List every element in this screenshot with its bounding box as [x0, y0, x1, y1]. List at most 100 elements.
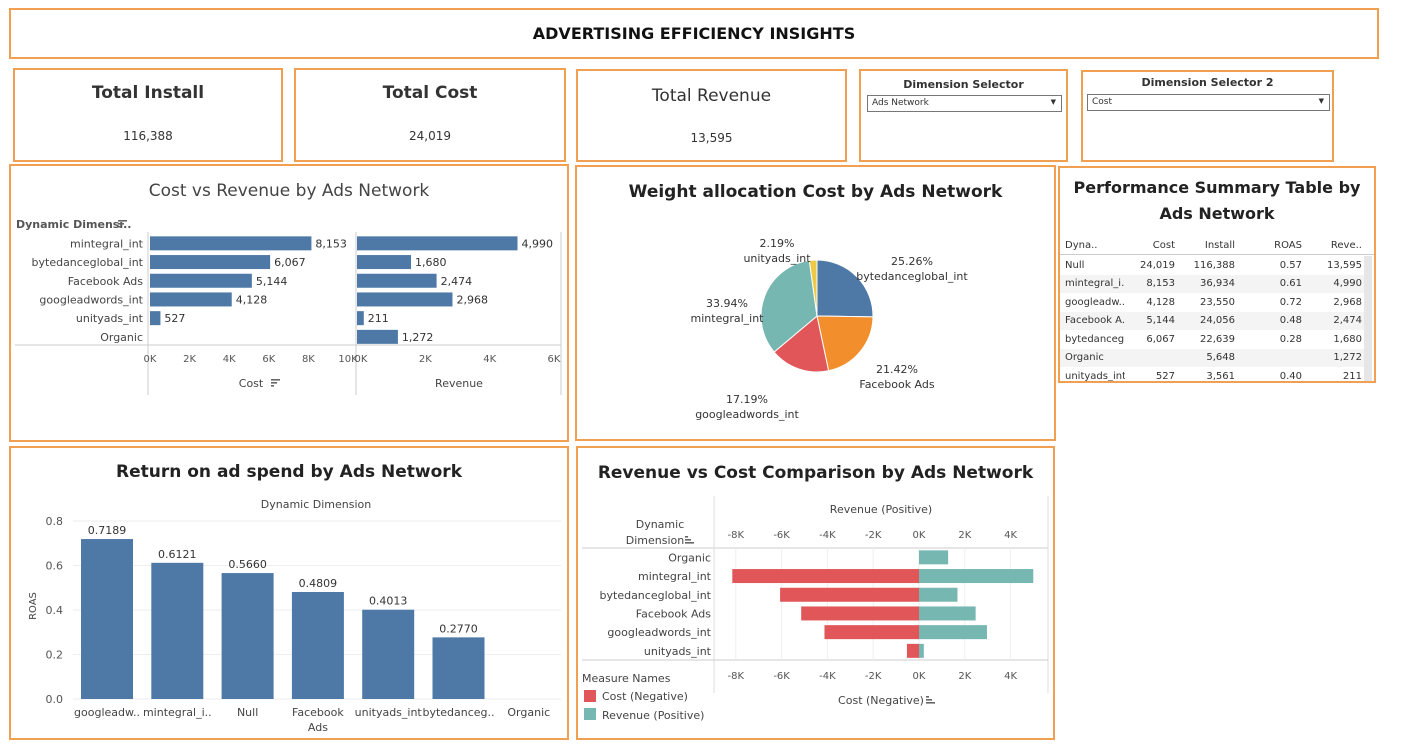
pie-slice[interactable]: [773, 315, 830, 373]
roas-chart: Dynamic Dimension ROAS 0.0 0.2 0.4 0.6 0.8 0…: [28, 498, 561, 734]
roas-value-label: 0.5660: [228, 558, 267, 571]
revenue-bar[interactable]: [357, 236, 518, 251]
roas-value-label: 0.6121: [158, 548, 197, 561]
cost-bar[interactable]: [150, 255, 271, 270]
y-tick-label: 0.2: [46, 649, 64, 662]
pie-slice[interactable]: [816, 315, 874, 372]
revenue-positive-bar[interactable]: [919, 569, 1034, 584]
roas-subtitle: Dynamic Dimension: [261, 498, 372, 511]
bottom-tick-label: -6K: [773, 671, 790, 682]
category-label: bytedanceglobal_int: [600, 589, 712, 602]
column-header[interactable]: Install: [1204, 239, 1235, 251]
table-cell: 0.57: [1279, 259, 1302, 271]
chevron-down-icon: ▼: [1318, 97, 1324, 105]
summary-table-title-2: Ads Network: [1159, 204, 1275, 223]
revenue-positive-bar[interactable]: [919, 550, 949, 565]
table-row[interactable]: mintegral_i.. 8,153 36,934 0.61 4,990: [1060, 274, 1364, 293]
table-cell: 0.28: [1279, 333, 1302, 345]
roas-bar[interactable]: [151, 562, 204, 699]
y-tick-label: 0.6: [46, 560, 64, 573]
column-header[interactable]: Reve..: [1330, 239, 1362, 251]
revenue-positive-bar[interactable]: [919, 587, 958, 602]
pie-slice[interactable]: [808, 259, 818, 317]
revenue-tick-label: 2K: [419, 354, 432, 365]
y-tick-label: 0.8: [46, 515, 64, 528]
revenue-bar[interactable]: [357, 273, 437, 288]
column-header[interactable]: ROAS: [1274, 239, 1302, 251]
roas-title: Return on ad spend by Ads Network: [115, 462, 462, 482]
roas-bar[interactable]: [81, 539, 133, 699]
pie-slice[interactable]: [816, 259, 874, 318]
column-header[interactable]: Dyna..: [1065, 239, 1098, 251]
pie-pct-label: 2.19%: [760, 237, 795, 250]
top-tick-label: -2K: [865, 530, 882, 541]
roas-bar[interactable]: [221, 573, 274, 699]
table-row[interactable]: bytedanceg.. 6,067 22,639 0.28 1,680: [1060, 330, 1364, 348]
revenue-value-label: 2,474: [441, 275, 473, 288]
roas-value-label: 0.2770: [439, 622, 478, 635]
sort-icon[interactable]: [271, 379, 280, 387]
table-cell: 24,019: [1140, 259, 1175, 271]
cost-negative-bar[interactable]: [906, 643, 919, 658]
table-cell: 2,968: [1333, 296, 1362, 308]
kpi-install-value: 116,388: [123, 129, 173, 143]
revenue-tick-label: 0K: [355, 354, 368, 365]
column-header[interactable]: Cost: [1152, 239, 1175, 251]
roas-bar[interactable]: [362, 609, 415, 699]
revenue-bar[interactable]: [357, 311, 364, 326]
table-cell: 5,144: [1146, 315, 1175, 326]
summary-table-title-1: Performance Summary Table by: [1073, 178, 1361, 197]
cost-negative-bar[interactable]: [780, 587, 919, 602]
revenue-value-label: 2,968: [456, 293, 488, 306]
cost-negative-bar[interactable]: [732, 569, 919, 584]
revenue-bar[interactable]: [357, 255, 412, 270]
roas-bar[interactable]: [291, 591, 344, 699]
pie-pct-label: 17.19%: [726, 393, 768, 406]
roas-category-label: Ads: [308, 721, 328, 734]
bottom-tick-label: 4K: [1004, 671, 1017, 682]
revenue-bar[interactable]: [357, 329, 398, 344]
table-cell: Facebook A..: [1065, 315, 1125, 326]
cost-bar[interactable]: [150, 311, 161, 326]
sort-icon[interactable]: [118, 220, 127, 228]
table-scrollbar[interactable]: [1364, 256, 1372, 381]
table-cell: 527: [1155, 370, 1175, 382]
roas-value-label: 0.4013: [369, 595, 408, 608]
table-cell: 2,474: [1333, 315, 1362, 326]
kpi-cost-label: Total Cost: [382, 83, 478, 103]
table-row[interactable]: googleadw.. 4,128 23,550 0.72 2,968: [1060, 293, 1364, 311]
bottom-tick-label: 2K: [958, 671, 971, 682]
category-label: mintegral_int: [638, 570, 712, 583]
cost-bar[interactable]: [150, 292, 232, 307]
kpi-revenue-label: Total Revenue: [651, 86, 772, 106]
table-row[interactable]: Facebook A.. 5,144 24,056 0.48 2,474: [1060, 311, 1364, 330]
revenue-positive-bar[interactable]: [919, 606, 976, 621]
kpi-cost-value: 24,019: [409, 129, 451, 143]
cost-bar[interactable]: [150, 236, 312, 251]
revenue-positive-bar[interactable]: [919, 643, 924, 658]
top-tick-label: -4K: [819, 530, 836, 541]
dimension-selector-dropdown[interactable]: Ads Network ▼: [867, 95, 1062, 112]
table-row[interactable]: Organic 5,648 1,272: [1060, 348, 1364, 367]
cost-tick-label: 0K: [144, 354, 157, 365]
cost-negative-bar[interactable]: [801, 606, 919, 621]
sort-icon[interactable]: [926, 696, 935, 704]
roas-bar[interactable]: [432, 637, 485, 699]
dimension-selector-card: Dimension Selector Ads Network ▼: [859, 69, 1068, 162]
revenue-positive-bar[interactable]: [919, 625, 987, 640]
table-row[interactable]: unityads_int 527 3,561 0.40 211: [1060, 367, 1364, 382]
table-cell: 116,388: [1193, 259, 1235, 271]
table-row[interactable]: Null 24,019 116,388 0.57 13,595: [1060, 256, 1364, 274]
bottom-tick-label: 0K: [913, 671, 926, 682]
revenue-cost-comparison-chart: Revenue (Positive) Dynamic Dimension -8K…: [582, 496, 1049, 722]
dimension-selector-2-value: Cost: [1092, 97, 1113, 107]
revenue-bar[interactable]: [357, 292, 453, 307]
pie-slice[interactable]: [760, 259, 818, 353]
row-header-line-1: Dynamic: [636, 518, 685, 531]
dimension-selector-2-dropdown[interactable]: Cost ▼: [1087, 94, 1330, 111]
roas-category-label: googleadw..: [74, 706, 140, 719]
cost-negative-bar[interactable]: [824, 625, 919, 640]
pie-pct-label: 25.26%: [891, 255, 933, 268]
cost-bar[interactable]: [150, 273, 252, 288]
sort-icon[interactable]: [685, 536, 694, 544]
